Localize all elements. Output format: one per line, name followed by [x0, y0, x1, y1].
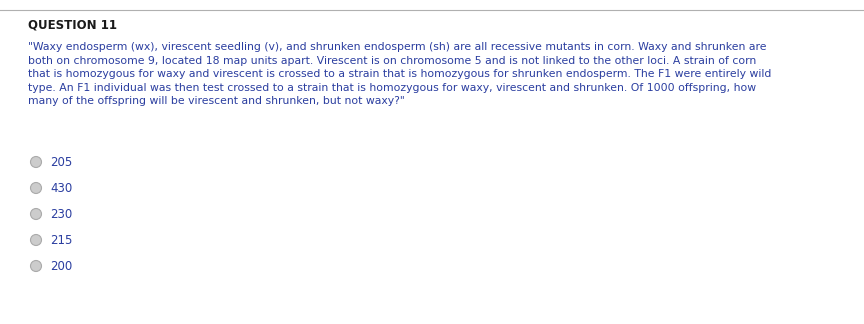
Circle shape: [30, 156, 41, 168]
Text: QUESTION 11: QUESTION 11: [28, 18, 117, 31]
Text: "Waxy endosperm (wx), virescent seedling (v), and shrunken endosperm (sh) are al: "Waxy endosperm (wx), virescent seedling…: [28, 42, 772, 106]
Text: 200: 200: [50, 260, 73, 272]
Text: 215: 215: [50, 234, 73, 247]
Circle shape: [30, 182, 41, 193]
Text: 205: 205: [50, 156, 73, 168]
Text: 430: 430: [50, 181, 73, 194]
Text: 230: 230: [50, 207, 73, 221]
Circle shape: [30, 235, 41, 246]
Circle shape: [30, 209, 41, 219]
Circle shape: [30, 260, 41, 272]
